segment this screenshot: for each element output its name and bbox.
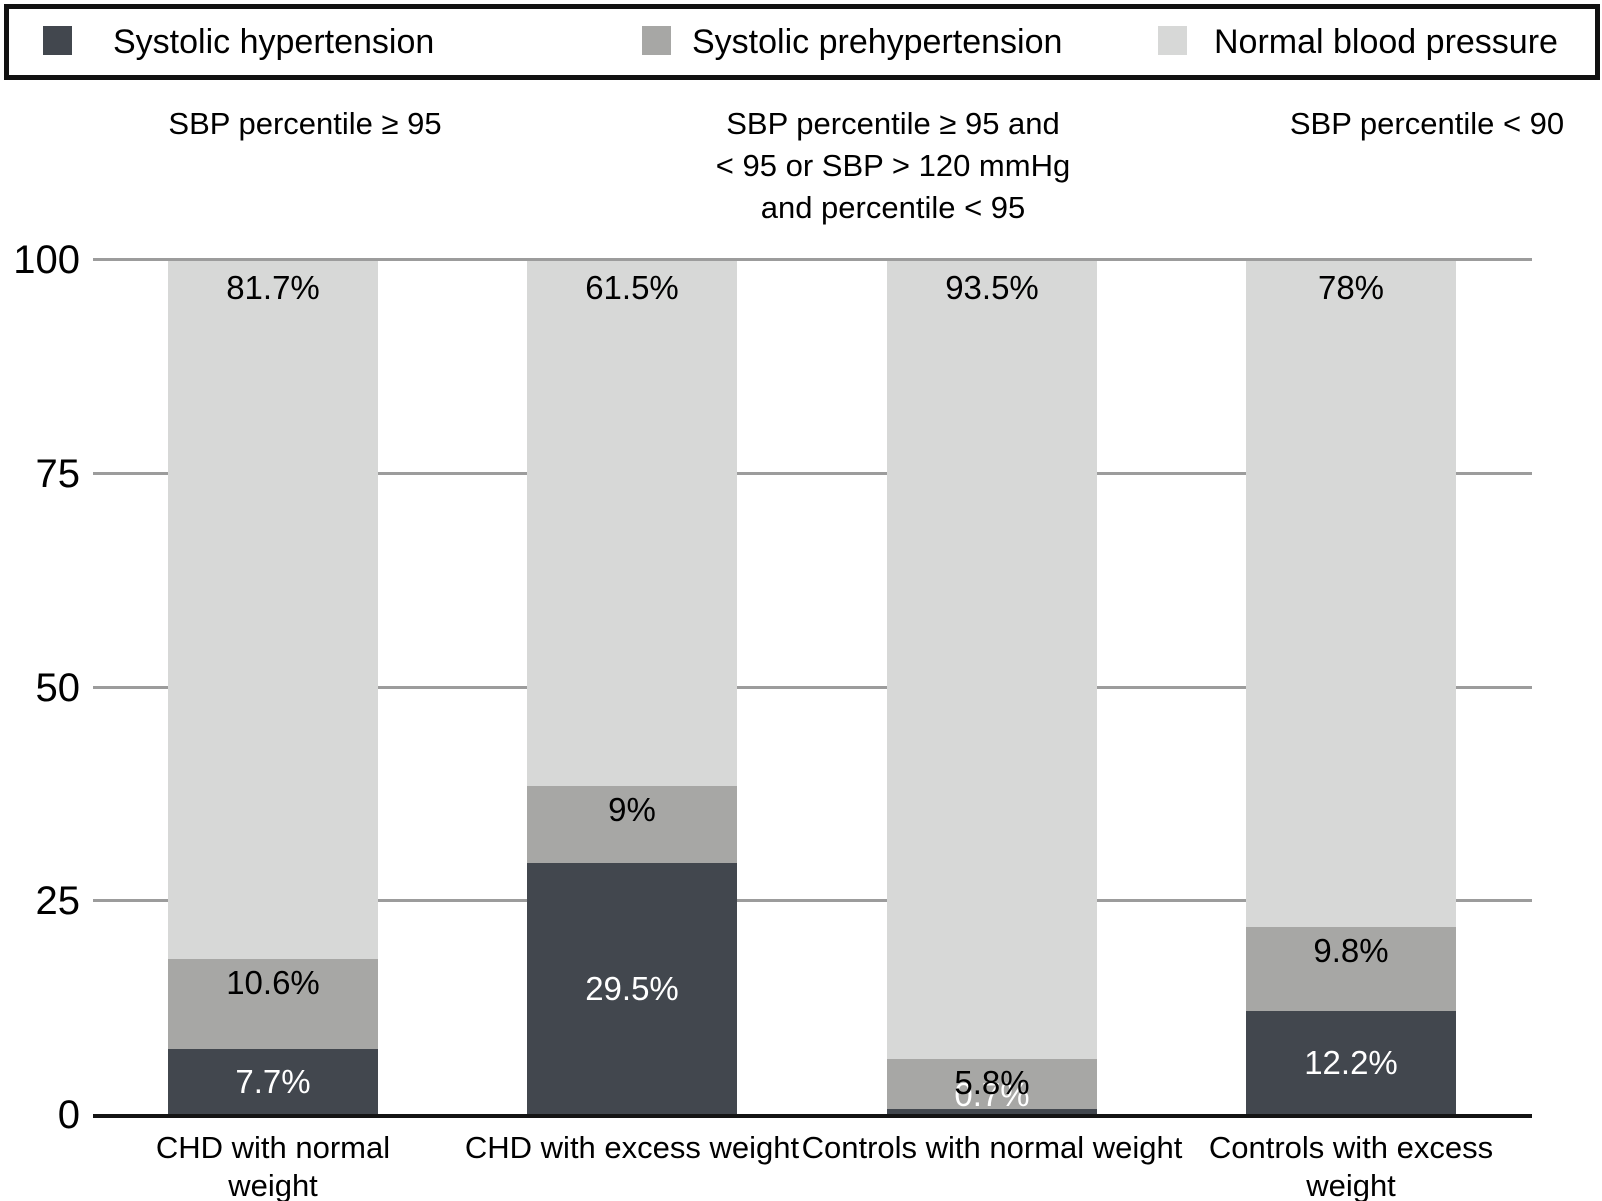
x-axis-label: weight (228, 1168, 318, 1201)
x-axis-label: Controls with normal weight (801, 1130, 1183, 1165)
bar-segment-normal-blood-pressure (887, 260, 1097, 1060)
bar-value-label: 61.5% (585, 269, 679, 306)
column-header-line: SBP percentile ≥ 95 (168, 106, 442, 141)
bar-value-label: 10.6% (226, 963, 320, 1001)
x-axis-line (93, 1114, 1532, 1118)
gridline-50 (93, 685, 1532, 689)
bar-segment-systolic-prehypertension (1246, 926, 1456, 1011)
x-axis-label: Controls with excess (1208, 1130, 1494, 1165)
bar-segment-systolic-prehypertension (527, 785, 737, 863)
legend-swatch-systolic-hypertension (43, 26, 72, 55)
bar-value-label: 29.5% (585, 969, 679, 1007)
x-axis-label: CHD with normal (155, 1130, 391, 1165)
bar-value-label: 9% (608, 790, 656, 828)
bar-segment-systolic-hypertension (887, 1109, 1097, 1115)
legend: Systolic hypertension Systolic prehypert… (4, 4, 1600, 80)
y-tick-label-50: 50 (35, 665, 81, 710)
gridline-25 (93, 899, 1532, 903)
bar-segment-systolic-prehypertension (887, 1059, 1097, 1109)
bar-value-label: 93.5% (945, 269, 1039, 306)
column-header-3: SBP percentile < 90 (1027, 103, 1602, 145)
y-tick-label-0: 0 (57, 1093, 80, 1137)
bar-segment-normal-blood-pressure (1246, 260, 1456, 927)
column-header-2: SBP percentile ≥ 95 and < 95 or SBP > 120… (493, 103, 1293, 229)
bar-segment-systolic-hypertension (168, 1049, 378, 1115)
gridline-100 (93, 258, 1532, 261)
y-tick-label-75: 75 (35, 451, 81, 496)
legend-label: Normal blood pressure (1214, 23, 1558, 61)
column-header-line: SBP percentile < 90 (1289, 106, 1565, 141)
bar-value-label: 5.8% (954, 1064, 1030, 1102)
legend-label: Systolic hypertension (113, 23, 435, 61)
bar-value-label: 81.7% (226, 269, 320, 306)
bar-value-label: 78% (1317, 269, 1385, 306)
legend-swatch-normal-blood-pressure (1158, 26, 1187, 55)
bar-value-label: 7.7% (235, 1063, 311, 1101)
column-header-line: < 95 or SBP > 120 mmHg (715, 148, 1071, 183)
column-header-line: SBP percentile ≥ 95 and (726, 106, 1060, 141)
bar-segment-systolic-hypertension (527, 862, 737, 1115)
legend-swatch-systolic-prehypertension (642, 26, 671, 55)
column-header-1: SBP percentile ≥ 95 (0, 103, 705, 145)
bar-value-label: 12.2% (1304, 1043, 1398, 1081)
bar-segment-systolic-hypertension (1246, 1010, 1456, 1115)
bar-segment-normal-blood-pressure (527, 260, 737, 786)
bar-value-label: 0.7% (954, 1076, 1030, 1113)
column-header-line: and percentile < 95 (760, 190, 1026, 225)
gridline-75 (93, 471, 1532, 475)
y-tick-label-25: 25 (35, 879, 81, 924)
bar-segment-normal-blood-pressure (168, 260, 378, 959)
x-axis-label: weight (1306, 1168, 1396, 1201)
bar-segment-systolic-prehypertension (168, 958, 378, 1050)
bar-value-label: 9.8% (1313, 931, 1389, 969)
y-tick-label-100: 100 (13, 238, 80, 282)
legend-label: Systolic prehypertension (692, 23, 1063, 61)
x-axis-label: CHD with excess weight (464, 1130, 800, 1165)
